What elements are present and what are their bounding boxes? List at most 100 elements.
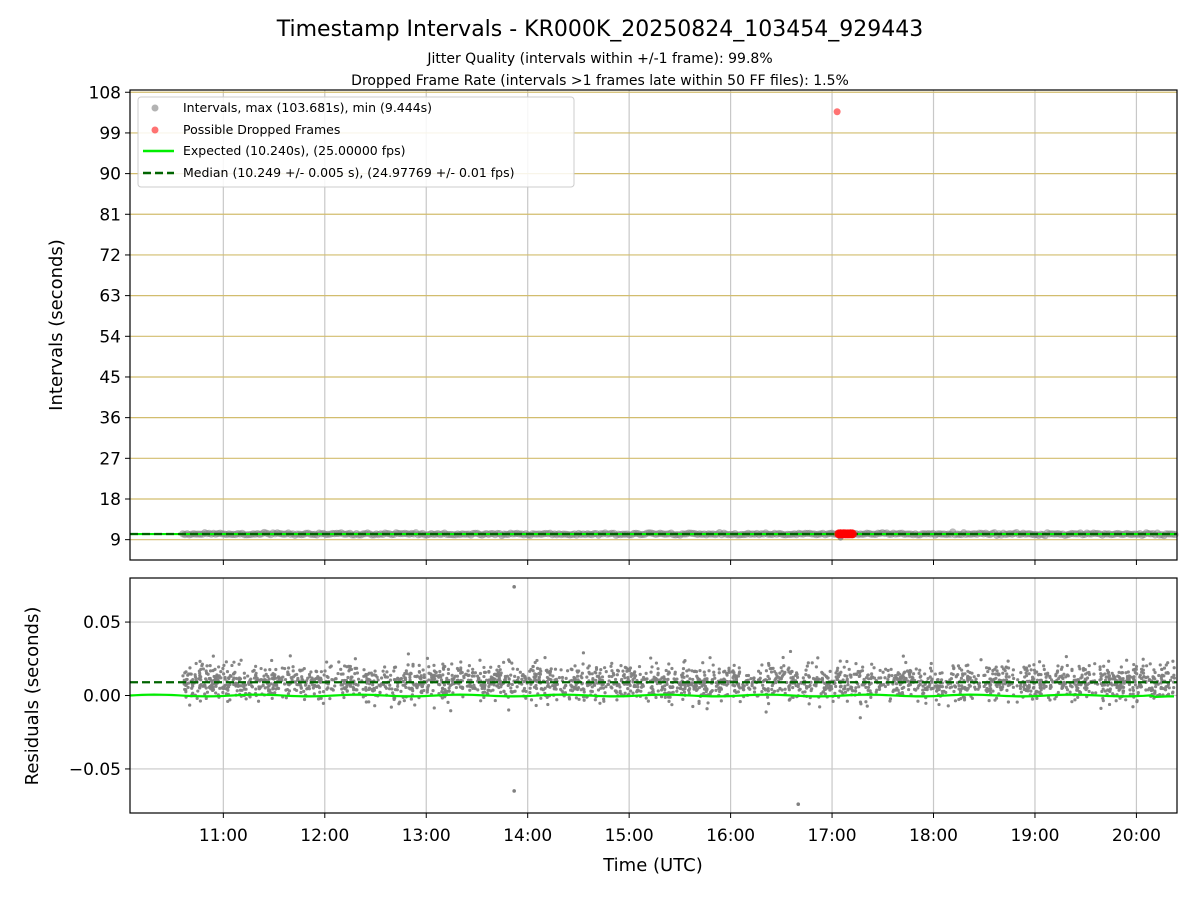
residual-point	[950, 685, 954, 689]
residual-point	[854, 686, 858, 690]
residual-point	[355, 666, 359, 670]
residual-point	[916, 699, 920, 703]
residual-point	[321, 701, 326, 705]
residual-point	[1018, 684, 1023, 688]
residual-point	[1135, 686, 1139, 690]
residual-point	[498, 679, 502, 683]
residual-point	[459, 666, 463, 670]
residual-point	[445, 676, 449, 681]
residual-point	[1032, 685, 1036, 689]
residual-point	[420, 684, 424, 688]
residual-point	[667, 671, 671, 675]
residual-point	[209, 687, 213, 691]
residual-point	[734, 690, 738, 694]
residual-point	[466, 669, 470, 673]
residual-point	[296, 676, 300, 680]
residual-point	[225, 686, 230, 690]
residual-point	[687, 691, 691, 695]
residual-point	[596, 688, 601, 692]
chart-subtitle-jitter: Jitter Quality (intervals within +/-1 fr…	[426, 51, 772, 67]
residual-point	[603, 691, 607, 695]
residual-point	[446, 700, 450, 704]
residual-point	[442, 683, 447, 687]
residual-point	[204, 696, 208, 701]
residual-point	[874, 690, 878, 694]
residual-point	[656, 689, 660, 693]
residual-point	[198, 659, 202, 663]
residual-point	[451, 691, 455, 695]
residual-point	[422, 673, 426, 677]
residual-point	[1078, 667, 1082, 671]
residual-point	[616, 669, 621, 673]
residual-point	[342, 678, 347, 683]
residual-point	[553, 667, 558, 671]
residual-point	[543, 656, 547, 660]
x-tick-label: 20:00	[1112, 826, 1161, 846]
residual-point	[895, 676, 899, 681]
residual-point	[497, 673, 501, 677]
residual-point	[670, 703, 674, 707]
residual-point	[217, 665, 221, 669]
residual-point	[262, 674, 266, 678]
residual-point	[620, 677, 624, 682]
residual-point	[1042, 667, 1046, 672]
residual-point	[1106, 683, 1110, 687]
residual-point	[619, 692, 623, 696]
residual-point	[814, 665, 818, 669]
residual-point	[418, 676, 422, 680]
residual-point	[988, 677, 992, 681]
residual-point	[1000, 665, 1004, 669]
residual-point	[1035, 678, 1040, 682]
residual-point	[621, 674, 626, 678]
residual-point	[994, 672, 998, 676]
residual-point	[693, 682, 697, 687]
residual-point	[849, 675, 853, 679]
residual-point	[507, 659, 512, 664]
residual-point	[571, 685, 576, 689]
residual-point	[493, 698, 497, 703]
residual-point	[991, 689, 995, 693]
residual-point	[375, 685, 379, 689]
residual-point	[346, 675, 350, 680]
intervals-y-tick-label: 99	[99, 124, 121, 144]
residual-point	[537, 675, 542, 679]
residual-point	[1110, 671, 1114, 675]
residual-point	[685, 674, 689, 678]
residual-point	[809, 680, 813, 684]
residual-point	[342, 681, 346, 685]
residual-point	[607, 679, 611, 683]
residual-point	[843, 684, 847, 688]
residual-point	[1099, 675, 1103, 679]
residual-point	[976, 673, 980, 678]
residual-point	[1025, 674, 1029, 678]
residual-point	[837, 671, 842, 676]
residual-point	[1149, 688, 1153, 693]
residual-point	[732, 663, 736, 667]
residual-point	[1105, 668, 1110, 672]
residual-point	[901, 675, 906, 679]
residual-point	[994, 676, 998, 680]
residual-point	[447, 686, 451, 690]
residual-point	[842, 665, 846, 669]
residual-point	[629, 689, 633, 693]
residual-point	[575, 687, 579, 691]
residual-point	[953, 684, 957, 688]
residual-point	[1019, 690, 1023, 694]
residual-point	[1022, 665, 1026, 669]
residual-outlier-point	[796, 802, 801, 806]
residual-point	[678, 686, 682, 691]
residual-point	[894, 682, 899, 686]
residual-point	[787, 666, 791, 670]
residual-point	[601, 686, 605, 690]
residual-point	[1107, 678, 1111, 682]
residual-point	[869, 695, 873, 699]
residual-point	[829, 684, 833, 688]
residual-point	[843, 686, 847, 691]
residual-point	[591, 676, 595, 681]
residual-point	[1101, 696, 1105, 700]
residual-point	[393, 687, 398, 692]
residual-point	[184, 670, 188, 674]
residual-point	[361, 687, 365, 691]
residual-point	[539, 686, 544, 691]
residual-point	[1107, 659, 1111, 663]
